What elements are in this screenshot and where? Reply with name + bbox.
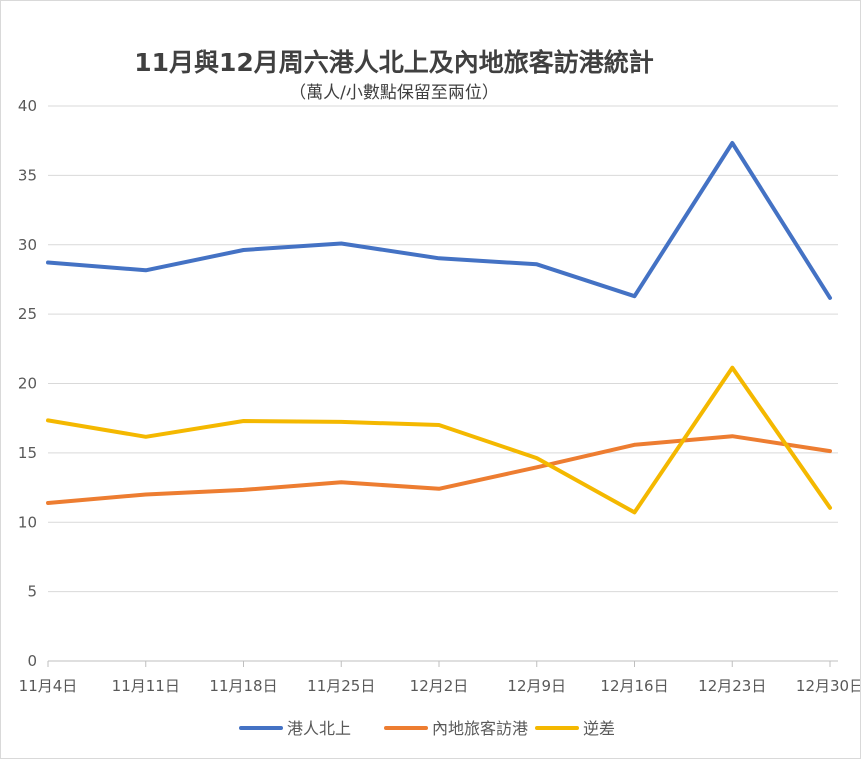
gridlines bbox=[48, 105, 838, 593]
x-tick-label: 12月9日 bbox=[507, 677, 566, 695]
y-tick-label: 20 bbox=[18, 375, 37, 393]
y-tick-label: 5 bbox=[27, 583, 37, 601]
chart-subtitle: （萬人/小數點保留至兩位） bbox=[289, 83, 499, 103]
legend-label: 逆差 bbox=[583, 719, 615, 738]
x-tick-label: 12月23日 bbox=[698, 677, 766, 695]
y-tick-label: 10 bbox=[18, 513, 37, 531]
y-tick-label: 15 bbox=[18, 444, 37, 462]
x-tick-label: 11月25日 bbox=[307, 677, 375, 695]
y-tick-label: 40 bbox=[18, 97, 37, 115]
series-line-2 bbox=[46, 365, 832, 515]
y-tick-label: 30 bbox=[18, 236, 37, 254]
series-line-0 bbox=[46, 141, 832, 300]
series-lines bbox=[46, 141, 832, 515]
y-tick-label: 0 bbox=[27, 652, 37, 670]
x-tick-label: 11月11日 bbox=[112, 677, 180, 695]
x-tick-label: 11月4日 bbox=[19, 677, 78, 695]
x-tick-label: 11月18日 bbox=[209, 677, 277, 695]
y-axis: 0 5 10 15 20 25 30 35 40 bbox=[18, 97, 37, 670]
series-line-1 bbox=[46, 434, 832, 505]
x-tick-label: 12月30日 bbox=[796, 677, 860, 695]
legend-label: 內地旅客訪港 bbox=[432, 719, 528, 738]
x-tick-label: 12月16日 bbox=[600, 677, 668, 695]
legend-label: 港人北上 bbox=[287, 719, 351, 738]
y-tick-label: 35 bbox=[18, 166, 37, 184]
x-axis: 11月4日 11月11日 11月18日 11月25日 12月2日 12月9日 12月16日 1… bbox=[19, 660, 861, 695]
chart-title: 11月與12月周六港人北上及內地旅客訪港統計 bbox=[134, 48, 654, 77]
legend: 港人北上 內地旅客訪港 逆差 bbox=[239, 719, 615, 738]
y-tick-label: 25 bbox=[18, 305, 37, 323]
x-tick-label: 12月2日 bbox=[410, 677, 469, 695]
